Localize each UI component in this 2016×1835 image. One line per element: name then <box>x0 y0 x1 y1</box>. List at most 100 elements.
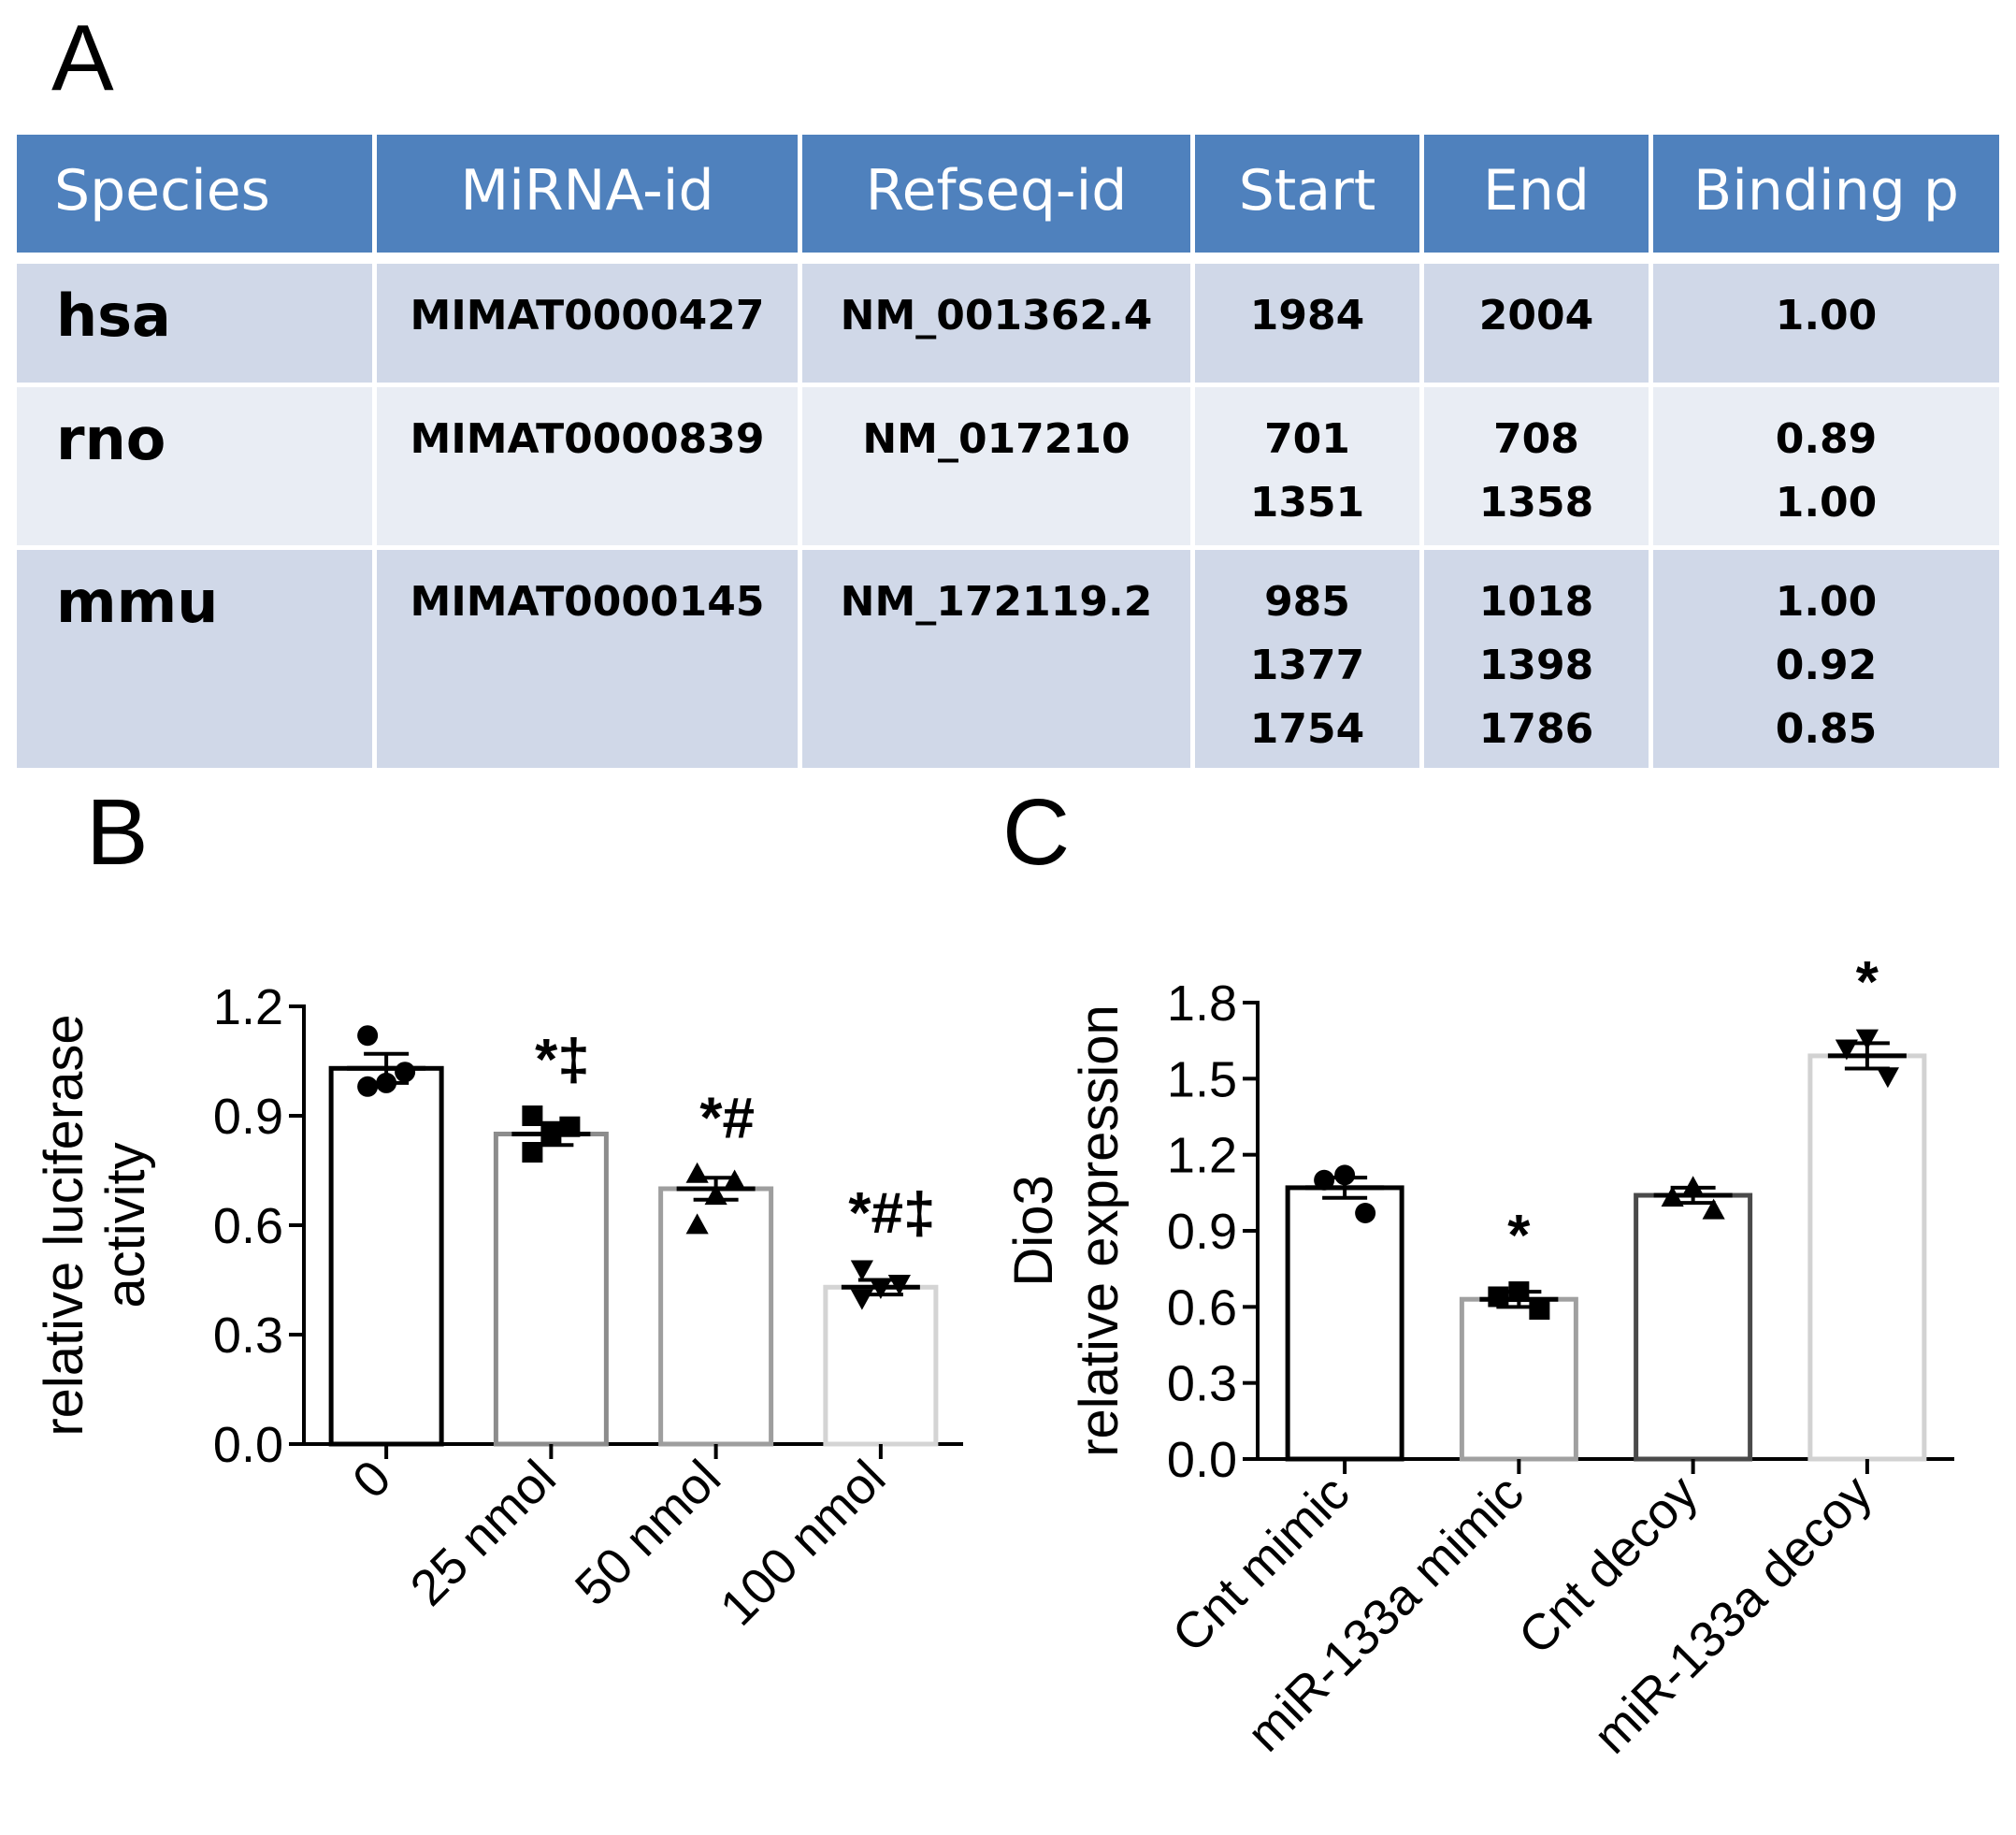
header-species: Species <box>17 131 372 264</box>
y-axis-label: activity <box>95 1142 156 1308</box>
significance-label: *#‡ <box>848 1181 935 1246</box>
y-tick-label: 1.8 <box>1167 975 1237 1032</box>
cell-end: 708 1358 <box>1419 387 1649 550</box>
header-mirna-id: MiRNA-id <box>372 131 798 264</box>
data-point <box>522 1105 543 1126</box>
data-point <box>1314 1169 1335 1191</box>
table-row: mmu MIMAT0000145 NM_172119.2 985 1377 17… <box>17 550 1999 773</box>
x-tick-label: 50 nmol <box>565 1450 731 1616</box>
cell-value: 1377 <box>1249 642 1365 689</box>
data-point <box>685 1162 709 1183</box>
bar <box>328 1065 444 1447</box>
significance-label: * <box>1507 1204 1531 1268</box>
data-point <box>685 1213 709 1235</box>
y-tick-label: 0.9 <box>213 1089 283 1145</box>
y-tick-label: 0.3 <box>1167 1356 1237 1412</box>
cell-refseq-id: NM_017210 <box>798 387 1190 550</box>
cell-mirna-id: MIMAT0000427 <box>372 264 798 387</box>
data-point <box>1529 1299 1550 1321</box>
y-tick-label: 1.2 <box>1167 1128 1237 1184</box>
cell-value: 1754 <box>1249 705 1365 753</box>
y-axis-label: relative expression <box>1069 1004 1130 1457</box>
data-point <box>1855 1029 1879 1050</box>
panel-label-b: B <box>86 780 149 885</box>
cell-value: 1984 <box>1249 292 1365 340</box>
cell-value: 1.00 <box>1775 292 1878 340</box>
y-tick-label: 0.0 <box>213 1417 283 1473</box>
bar <box>1634 1192 1753 1462</box>
x-tick-label: 0 <box>342 1450 402 1510</box>
cell-mirna-id: MIMAT0000839 <box>372 387 798 550</box>
cell-end: 1018 1398 1786 <box>1419 550 1649 773</box>
y-axis-label: relative luciferase <box>34 1014 94 1436</box>
cell-value: 1351 <box>1249 479 1365 527</box>
cell-value: 1358 <box>1478 479 1594 527</box>
panel-label-c: C <box>1002 780 1071 885</box>
cell-value: 0.92 <box>1775 642 1878 689</box>
significance-label: * <box>1856 950 1879 1015</box>
cell-refseq-id: NM_172119.2 <box>798 550 1190 773</box>
bar <box>658 1186 774 1447</box>
cell-value: 2004 <box>1478 292 1594 340</box>
bar <box>1285 1185 1404 1462</box>
header-refseq-id: Refseq-id <box>798 131 1190 264</box>
header-start: Start <box>1190 131 1419 264</box>
table-row: rno MIMAT0000839 NM_017210 701 1351 708 … <box>17 387 1999 550</box>
cell-species: mmu <box>17 550 372 773</box>
cell-value: 1786 <box>1478 705 1594 753</box>
bar <box>1459 1296 1578 1462</box>
data-point <box>1355 1203 1376 1224</box>
cell-mirna-id: MIMAT0000145 <box>372 550 798 773</box>
y-tick-label: 1.5 <box>1167 1051 1237 1107</box>
dio3-expression-bar-chart: Dio3 relative expression 0.0 0.3 0.6 0.9 1.2 1.… <box>1003 950 1954 1765</box>
y-tick-label: 0.9 <box>1167 1204 1237 1260</box>
y-tick-label: 0.6 <box>1167 1279 1237 1336</box>
x-tick-label: 25 nmol <box>400 1450 567 1616</box>
significance-label: *# <box>699 1086 755 1150</box>
header-binding-p: Binding p <box>1649 131 1999 264</box>
cell-value: 1.00 <box>1775 578 1878 626</box>
significance-label: *‡ <box>535 1028 590 1092</box>
cell-value: 708 <box>1493 415 1579 463</box>
data-point <box>850 1260 873 1281</box>
y-tick-label: 0.0 <box>1167 1432 1237 1488</box>
cell-binding-p: 1.00 0.92 0.85 <box>1649 550 1999 773</box>
y-tick-label: 0.3 <box>213 1308 283 1364</box>
y-axis-label: Dio3 <box>1003 1175 1064 1286</box>
panel-label-a: A <box>51 6 114 110</box>
cell-value: 0.89 <box>1775 415 1878 463</box>
cell-start: 985 1377 1754 <box>1190 550 1419 773</box>
data-point <box>357 1076 379 1097</box>
cell-species: hsa <box>17 264 372 387</box>
table-row: hsa MIMAT0000427 NM_001362.4 1984 2004 1… <box>17 264 1999 387</box>
bar <box>823 1284 939 1447</box>
y-tick-label: 0.6 <box>213 1198 283 1254</box>
y-tick-label: 1.2 <box>213 979 283 1035</box>
data-point <box>522 1142 543 1163</box>
cell-refseq-id: NM_001362.4 <box>798 264 1190 387</box>
cell-value: 985 <box>1264 578 1350 626</box>
cell-value: 1018 <box>1478 578 1594 626</box>
cell-binding-p: 0.89 1.00 <box>1649 387 1999 550</box>
data-point <box>357 1025 379 1047</box>
cell-value: 701 <box>1264 415 1350 463</box>
cell-species: rno <box>17 387 372 550</box>
mirna-binding-table: Species MiRNA-id Refseq-id Start End Bin… <box>17 131 1999 773</box>
cell-start: 701 1351 <box>1190 387 1419 550</box>
luciferase-bar-chart: relative luciferase activity 0.0 0.3 0.6 0.9 1… <box>34 979 963 1637</box>
data-point <box>395 1062 416 1083</box>
data-point <box>1876 1067 1899 1089</box>
header-end: End <box>1419 131 1649 264</box>
x-tick-label: 100 nmol <box>710 1450 897 1637</box>
data-point <box>723 1169 746 1191</box>
data-point <box>1334 1164 1356 1186</box>
table-header-row: Species MiRNA-id Refseq-id Start End Bin… <box>17 131 1999 264</box>
bar <box>1807 1053 1927 1462</box>
cell-value: 1398 <box>1478 642 1594 689</box>
cell-value: 1.00 <box>1775 479 1878 527</box>
cell-end: 2004 <box>1419 264 1649 387</box>
cell-binding-p: 1.00 <box>1649 264 1999 387</box>
cell-value: 0.85 <box>1775 705 1878 753</box>
data-point <box>1702 1198 1725 1220</box>
data-point <box>1488 1286 1509 1308</box>
